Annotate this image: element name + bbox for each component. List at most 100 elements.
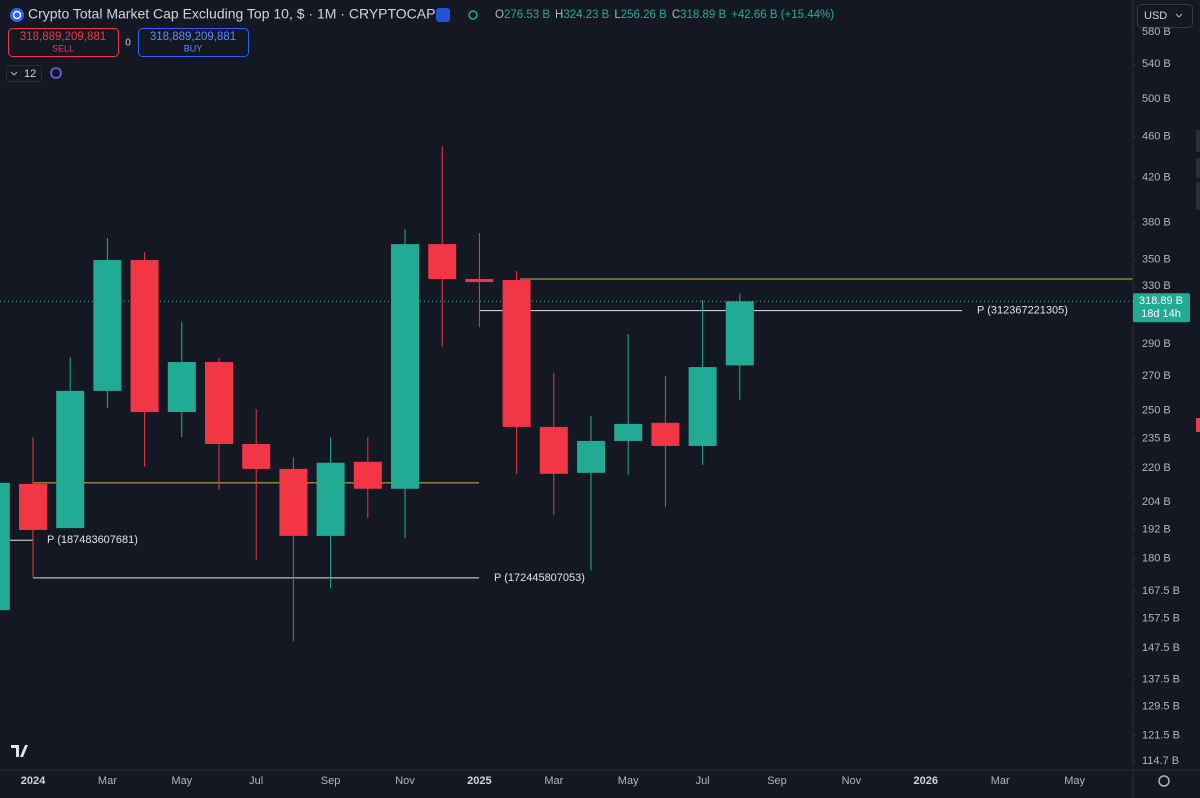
x-tick-label: 2025 — [467, 775, 491, 787]
candle-body — [353, 461, 382, 489]
y-tick-label: 235 B — [1142, 433, 1171, 445]
sell-label: SELL — [52, 43, 74, 53]
y-tick-label: 330 B — [1142, 280, 1171, 292]
currency-select[interactable] — [1137, 4, 1193, 28]
ohlc-value: 256.26 B — [621, 9, 667, 21]
price-tag — [1133, 293, 1190, 323]
sell-price: 318,889,209,881 — [20, 31, 106, 43]
y-tick-label: 192 B — [1142, 523, 1171, 535]
candle-body — [279, 468, 308, 536]
price-tag-value: 318.89 B — [1139, 295, 1183, 307]
x-tick-label: May — [1064, 775, 1085, 787]
y-tick-label: 580 B — [1142, 26, 1171, 38]
candle-body — [205, 362, 233, 445]
x-tick-label: Jul — [696, 775, 710, 787]
side-tab[interactable] — [1196, 158, 1200, 178]
buy-button[interactable] — [138, 28, 249, 57]
y-tick-label: 500 B — [1142, 93, 1171, 105]
candle-body — [725, 301, 754, 366]
symbol-logo — [10, 8, 24, 22]
candle-body — [56, 390, 85, 529]
indicator-count: 12 — [24, 68, 36, 80]
candle-body — [316, 462, 345, 536]
refresh-icon[interactable] — [50, 67, 62, 79]
settings-icon[interactable] — [1158, 775, 1170, 787]
y-tick-label: 157.5 B — [1142, 613, 1180, 625]
y-tick-label: 167.5 B — [1142, 585, 1180, 597]
y-tick-label: 460 B — [1142, 130, 1171, 142]
x-tick-label: Nov — [842, 775, 862, 787]
x-tick-label: May — [618, 775, 639, 787]
x-tick-label: Mar — [544, 775, 563, 787]
x-tick-label: 2026 — [914, 775, 938, 787]
side-tab[interactable] — [1196, 418, 1200, 432]
price-tag-countdown: 18d 14h — [1141, 308, 1181, 320]
market-status — [468, 10, 478, 20]
candle-body — [539, 426, 568, 474]
x-tick-label: May — [171, 775, 192, 787]
y-tick-label: 180 B — [1142, 552, 1171, 564]
spread: 0 — [125, 38, 131, 49]
x-tick-label: Mar — [98, 775, 117, 787]
ohlc-change: +42.66 B (+15.44%) — [731, 9, 834, 21]
candle-body — [465, 278, 494, 283]
x-tick-label: Sep — [767, 775, 787, 787]
indicators-toggle[interactable] — [6, 65, 42, 82]
pivot-label: P (172445807053) — [494, 572, 585, 584]
x-tick-label: 2024 — [21, 775, 46, 787]
y-tick-label: 250 B — [1142, 405, 1171, 417]
candle-body — [130, 260, 159, 413]
sell-button[interactable] — [8, 28, 119, 57]
candle-body — [651, 422, 680, 446]
ohlc-key: O — [495, 9, 504, 21]
y-tick-label: 380 B — [1142, 216, 1171, 228]
symbol-logo-mark — [12, 10, 22, 20]
chart-title: Crypto Total Market Cap Excluding Top 10… — [28, 6, 435, 22]
y-tick-label: 129.5 B — [1142, 701, 1180, 713]
ohlc-legend: O276.53 B H324.23 B L256.26 B C318.89 B +42.… — [495, 9, 834, 21]
buy-price: 318,889,209,881 — [150, 31, 236, 43]
candle-body — [19, 483, 47, 530]
candle-body — [688, 367, 717, 446]
currency: USD — [1144, 10, 1167, 22]
y-tick-label: 114.7 B — [1142, 755, 1179, 767]
candle-body — [93, 260, 122, 391]
pivot-label: P (187483607681) — [47, 534, 138, 546]
ohlc-value: 324.23 B — [563, 9, 609, 21]
tradingview-logo — [11, 745, 28, 757]
candle-body — [242, 444, 271, 469]
y-tick-label: 121.5 B — [1142, 729, 1180, 741]
buy-label: BUY — [184, 43, 203, 53]
candle-body — [167, 362, 196, 413]
y-tick-label: 270 B — [1142, 370, 1171, 382]
y-tick-label: 290 B — [1142, 338, 1171, 350]
y-tick-label: 540 B — [1142, 58, 1171, 70]
ohlc-key: H — [555, 9, 563, 21]
y-tick-label: 220 B — [1142, 462, 1171, 474]
y-tick-label: 350 B — [1142, 253, 1171, 265]
y-tick-label: 147.5 B — [1142, 642, 1180, 654]
side-tab[interactable] — [1196, 182, 1200, 210]
flag-button[interactable] — [436, 8, 450, 22]
ohlc-value: 318.89 B — [680, 9, 726, 21]
side-tab[interactable] — [1196, 130, 1200, 152]
y-tick-label: 137.5 B — [1142, 674, 1180, 686]
candle-body — [502, 280, 531, 427]
chevron-icon — [10, 71, 18, 76]
pivot-label: P (312367221305) — [977, 304, 1068, 316]
candle-body — [391, 244, 419, 489]
plot-area — [0, 146, 1133, 642]
ohlc-value: 276.53 B — [504, 9, 550, 21]
x-tick-label: Mar — [991, 775, 1010, 787]
x-tick-label: Nov — [395, 775, 415, 787]
candle-body — [614, 423, 643, 441]
x-tick-label: Jul — [249, 775, 263, 787]
y-tick-label: 204 B — [1142, 496, 1171, 508]
y-tick-label: 420 B — [1142, 171, 1171, 183]
dropdown-icon — [1175, 13, 1183, 18]
x-tick-label: Sep — [321, 775, 341, 787]
candle-body — [428, 244, 457, 279]
